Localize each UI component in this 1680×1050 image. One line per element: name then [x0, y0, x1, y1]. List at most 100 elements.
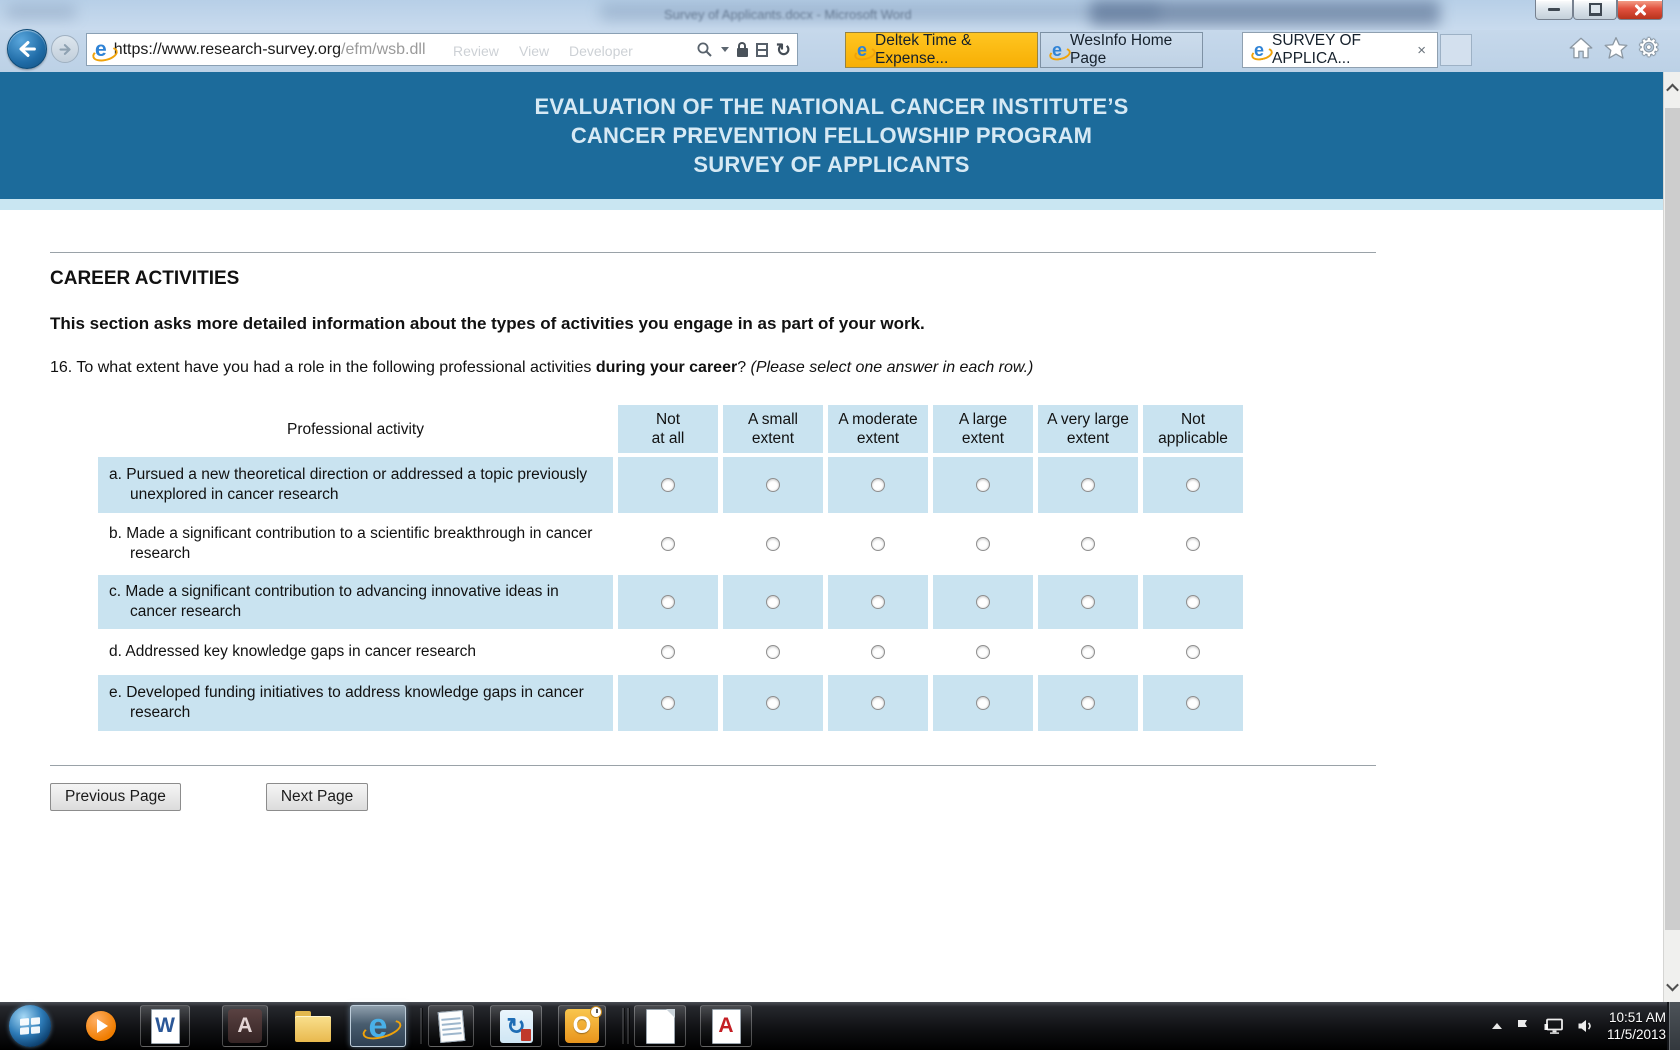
row-label: d. Addressed key knowledge gaps in cance… [109, 643, 477, 660]
radio-row-d-moderate-extent[interactable] [871, 645, 885, 659]
radio-row-a-moderate-extent[interactable] [871, 478, 885, 492]
radio-cell [933, 575, 1033, 629]
radio-row-d-not-at-all[interactable] [661, 645, 675, 659]
taskbar-word[interactable]: W [140, 1005, 190, 1047]
outlook-icon: O [565, 1006, 602, 1043]
radio-row-c-not-applicable[interactable] [1186, 595, 1200, 609]
radio-row-e-moderate-extent[interactable] [871, 696, 885, 710]
tab-label: SURVEY OF APPLICA... [1272, 32, 1362, 67]
radio-row-a-not-at-all[interactable] [661, 478, 675, 492]
next-page-button[interactable]: Next Page [265, 783, 369, 811]
taskbar-sync-tool[interactable]: ↻ [490, 1005, 542, 1047]
taskbar-adobe-reader[interactable]: A [700, 1005, 752, 1047]
tab-wesinfo[interactable]: e WesInfo Home Page [1040, 32, 1203, 68]
ie-tab-icon: e [857, 40, 868, 60]
radio-row-e-large-extent[interactable] [976, 696, 990, 710]
radio-row-c-moderate-extent[interactable] [871, 595, 885, 609]
action-center-flag-icon[interactable] [1515, 1018, 1531, 1034]
home-icon[interactable] [1568, 35, 1594, 61]
banner-line-2: CANCER PREVENTION FELLOWSHIP PROGRAM [570, 123, 1093, 148]
ie-tab-icon: e [1254, 40, 1265, 60]
search-icon[interactable] [696, 41, 713, 58]
radio-cell [618, 633, 718, 671]
radio-row-c-very-large-extent[interactable] [1081, 595, 1095, 609]
compatibility-view-icon[interactable] [755, 42, 768, 57]
scrollbar-thumb[interactable] [1665, 108, 1680, 930]
radio-row-c-large-extent[interactable] [976, 595, 990, 609]
scroll-down-button[interactable] [1664, 970, 1680, 1002]
radio-row-d-large-extent[interactable] [976, 645, 990, 659]
radio-row-b-not-applicable[interactable] [1186, 537, 1200, 551]
previous-page-button[interactable]: Previous Page [50, 783, 181, 811]
radio-row-b-small-extent[interactable] [766, 537, 780, 551]
radio-row-e-not-at-all[interactable] [661, 696, 675, 710]
refresh-icon[interactable]: ↻ [775, 39, 791, 60]
taskbar-media-player[interactable] [78, 1005, 124, 1047]
url-text[interactable]: https://www.research-survey.org/efm/wsb.… [113, 40, 426, 58]
radio-row-a-very-large-extent[interactable] [1081, 478, 1095, 492]
tab-deltek[interactable]: e Deltek Time & Expense... [845, 32, 1038, 68]
radio-cell [1143, 633, 1243, 671]
radio-row-b-very-large-extent[interactable] [1081, 537, 1095, 551]
minimize-button[interactable] [1535, 0, 1573, 20]
taskbar-notepad[interactable] [428, 1005, 474, 1047]
new-tab-button[interactable] [1440, 34, 1472, 66]
taskbar-outlook[interactable]: O [558, 1005, 606, 1047]
scroll-up-button[interactable] [1664, 72, 1680, 104]
radio-row-d-small-extent[interactable] [766, 645, 780, 659]
restore-icon [1588, 3, 1602, 16]
tab-close-icon[interactable]: × [1417, 41, 1426, 59]
close-icon [1633, 3, 1647, 17]
radio-row-c-small-extent[interactable] [766, 595, 780, 609]
settings-gear-icon[interactable]: ⚙ [1637, 33, 1660, 62]
start-button[interactable] [8, 1005, 52, 1047]
radio-row-b-moderate-extent[interactable] [871, 537, 885, 551]
vertical-scrollbar[interactable] [1663, 72, 1680, 1002]
radio-row-a-not-applicable[interactable] [1186, 478, 1200, 492]
radio-cell [1038, 457, 1138, 513]
radio-cell [618, 457, 718, 513]
ie-logo-icon: e [95, 38, 107, 61]
adobe-reader-icon: A [711, 1008, 741, 1044]
radio-row-e-small-extent[interactable] [766, 696, 780, 710]
radio-cell [1038, 517, 1138, 571]
radio-row-b-large-extent[interactable] [976, 537, 990, 551]
radio-row-c-not-at-all[interactable] [661, 595, 675, 609]
radio-row-d-not-applicable[interactable] [1186, 645, 1200, 659]
radio-row-b-not-at-all[interactable] [661, 537, 675, 551]
ghost-window-artifact [1090, 0, 1440, 26]
tab-survey-active[interactable]: e SURVEY OF APPLICA... × [1242, 32, 1438, 68]
radio-row-e-very-large-extent[interactable] [1081, 696, 1095, 710]
network-display-icon[interactable] [1544, 1018, 1564, 1034]
taskbar-document[interactable] [634, 1005, 686, 1047]
forward-button[interactable] [51, 35, 79, 63]
restore-button[interactable] [1573, 0, 1617, 20]
taskbar-acrobat[interactable]: A [222, 1005, 268, 1047]
section-description: This section asks more detailed informat… [50, 314, 925, 333]
radio-cell [828, 575, 928, 629]
hidden-icons-chevron-icon[interactable] [1491, 1023, 1502, 1029]
radio-cell [933, 675, 1033, 731]
ghost-ribbon-text: Developer [569, 43, 633, 59]
security-lock-icon[interactable] [736, 42, 748, 57]
volume-speaker-icon[interactable] [1577, 1018, 1594, 1034]
radio-row-e-not-applicable[interactable] [1186, 696, 1200, 710]
back-button[interactable] [7, 29, 47, 69]
radio-row-a-small-extent[interactable] [766, 478, 780, 492]
close-button[interactable] [1617, 0, 1663, 20]
radio-cell [828, 633, 928, 671]
banner-line-1: EVALUATION OF THE NATIONAL CANCER INSTIT… [534, 94, 1129, 119]
taskbar-explorer[interactable] [290, 1005, 336, 1047]
radio-cell [1143, 575, 1243, 629]
show-desktop-button[interactable] [1667, 1002, 1680, 1050]
clock-date: 11/5/2013 [1606, 1027, 1666, 1042]
radio-cell [723, 575, 823, 629]
taskbar-internet-explorer-active[interactable]: e [350, 1005, 406, 1047]
address-bar[interactable]: e https://www.research-survey.org/efm/ws… [86, 33, 798, 66]
radio-cell [1038, 575, 1138, 629]
favorites-star-icon[interactable] [1603, 35, 1629, 61]
radio-row-a-large-extent[interactable] [976, 478, 990, 492]
search-dropdown-icon[interactable] [720, 47, 729, 52]
radio-row-d-very-large-extent[interactable] [1081, 645, 1095, 659]
taskbar-clock[interactable]: 10:51 AM 11/5/2013 [1607, 1009, 1666, 1043]
